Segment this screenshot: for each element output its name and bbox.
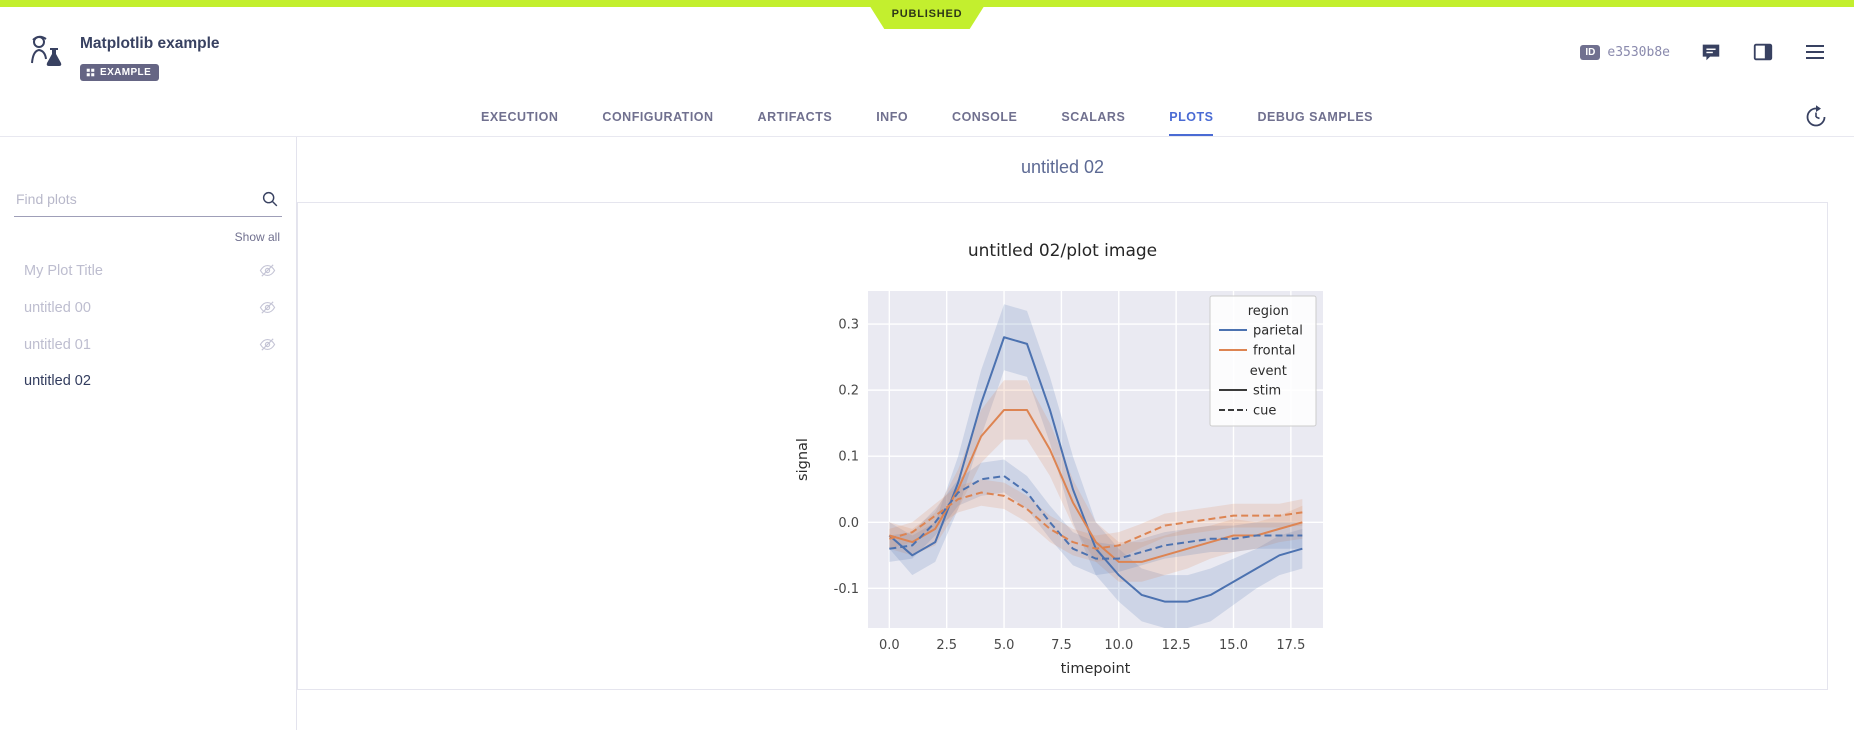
id-chip: ID — [1580, 44, 1601, 60]
plot-panel: untitled 02/plot image 0.0 2.5 5.0 7.5 10.0 1… — [297, 202, 1828, 690]
search-icon — [261, 190, 279, 213]
details-panel-button[interactable] — [1752, 41, 1774, 63]
auto-refresh-button[interactable] — [1804, 105, 1828, 129]
svg-text:0.3: 0.3 — [838, 318, 859, 333]
plot-list-item-untitled-00[interactable]: untitled 00 — [14, 289, 282, 326]
experiment-icon — [26, 33, 66, 71]
selected-plot-title: untitled 02 — [1020, 157, 1105, 177]
header-right: ID e3530b8e — [1580, 39, 1826, 65]
svg-text:timepoint: timepoint — [1061, 661, 1131, 677]
svg-text:2.5: 2.5 — [936, 638, 957, 653]
plot-item-label: My Plot Title — [24, 262, 103, 279]
main-area: untitled 02 untitled 02/plot image 0.0 2.… — [297, 137, 1854, 730]
id-value: e3530b8e — [1607, 44, 1670, 60]
find-plots-input[interactable] — [14, 185, 282, 217]
tag-icon — [86, 68, 95, 77]
eye-off-icon[interactable] — [259, 299, 276, 316]
svg-text:15.0: 15.0 — [1219, 638, 1248, 653]
plots-sidebar: Show all My Plot Title untitled 00 — [0, 137, 297, 730]
fmri-line-chart: 0.0 2.5 5.0 7.5 10.0 12.5 15.0 17.5 -0.1 0.0 0.1 0.… — [795, 291, 1323, 677]
plot-item-label: untitled 00 — [24, 299, 91, 316]
menu-button[interactable] — [1804, 43, 1826, 61]
svg-text:parietal: parietal — [1253, 324, 1303, 339]
example-badge-label: EXAMPLE — [100, 67, 152, 78]
svg-text:10.0: 10.0 — [1104, 638, 1133, 653]
svg-text:signal: signal — [795, 438, 811, 481]
tab-console[interactable]: CONSOLE — [952, 110, 1018, 124]
svg-text:0.1: 0.1 — [838, 450, 859, 465]
tab-scalars[interactable]: SCALARS — [1061, 110, 1126, 124]
eye-off-icon[interactable] — [259, 262, 276, 279]
svg-text:cue: cue — [1253, 404, 1276, 419]
svg-text:7.5: 7.5 — [1051, 638, 1072, 653]
tab-debug-samples[interactable]: DEBUG SAMPLES — [1257, 110, 1373, 124]
layout-panel-icon — [1753, 43, 1773, 61]
published-ribbon: PUBLISHED — [866, 0, 988, 29]
tab-info[interactable]: INFO — [876, 110, 909, 124]
svg-text:event: event — [1250, 364, 1287, 379]
title-block: Matplotlib example EXAMPLE — [80, 27, 220, 100]
plot-item-label: untitled 01 — [24, 336, 91, 353]
page-title: Matplotlib example — [80, 35, 220, 52]
hamburger-icon — [1806, 45, 1824, 59]
comment-icon — [1702, 44, 1720, 61]
search-wrap — [14, 185, 282, 217]
plot-list-item-untitled-01[interactable]: untitled 01 — [14, 326, 282, 363]
header-left: Matplotlib example EXAMPLE — [26, 27, 220, 100]
svg-text:stim: stim — [1253, 384, 1281, 399]
figure-title: untitled 02/plot image — [967, 241, 1158, 261]
comments-button[interactable] — [1700, 41, 1722, 63]
svg-text:0.2: 0.2 — [838, 384, 859, 399]
svg-text:17.5: 17.5 — [1276, 638, 1305, 653]
top-status-bar: PUBLISHED — [0, 0, 1854, 29]
svg-text:5.0: 5.0 — [994, 638, 1015, 653]
plot-list-item-my-plot-title[interactable]: My Plot Title — [14, 252, 282, 289]
tab-bar: EXECUTION CONFIGURATION ARTIFACTS INFO C… — [0, 100, 1854, 137]
plot-item-label: untitled 02 — [24, 373, 91, 389]
example-badge: EXAMPLE — [80, 64, 160, 81]
svg-text:frontal: frontal — [1253, 344, 1296, 359]
plot-list-item-untitled-02[interactable]: untitled 02 — [14, 363, 282, 399]
eye-off-icon[interactable] — [259, 336, 276, 353]
plot-list: My Plot Title untitled 00 — [14, 252, 282, 399]
tab-execution[interactable]: EXECUTION — [480, 110, 559, 124]
svg-text:region: region — [1248, 304, 1289, 319]
svg-text:-0.1: -0.1 — [834, 582, 859, 597]
tab-artifacts[interactable]: ARTIFACTS — [757, 110, 833, 124]
svg-text:0.0: 0.0 — [838, 516, 859, 531]
tab-configuration[interactable]: CONFIGURATION — [602, 110, 714, 124]
tab-plots[interactable]: PLOTS — [1169, 100, 1214, 136]
svg-text:0.0: 0.0 — [879, 638, 900, 653]
task-id: ID e3530b8e — [1580, 44, 1670, 60]
header: Matplotlib example EXAMPLE ID e3530b8e — [0, 7, 1854, 100]
show-all-link[interactable]: Show all — [234, 230, 280, 244]
content: Show all My Plot Title untitled 00 — [0, 137, 1854, 730]
svg-text:12.5: 12.5 — [1162, 638, 1191, 653]
auto-refresh-icon — [1806, 105, 1826, 127]
